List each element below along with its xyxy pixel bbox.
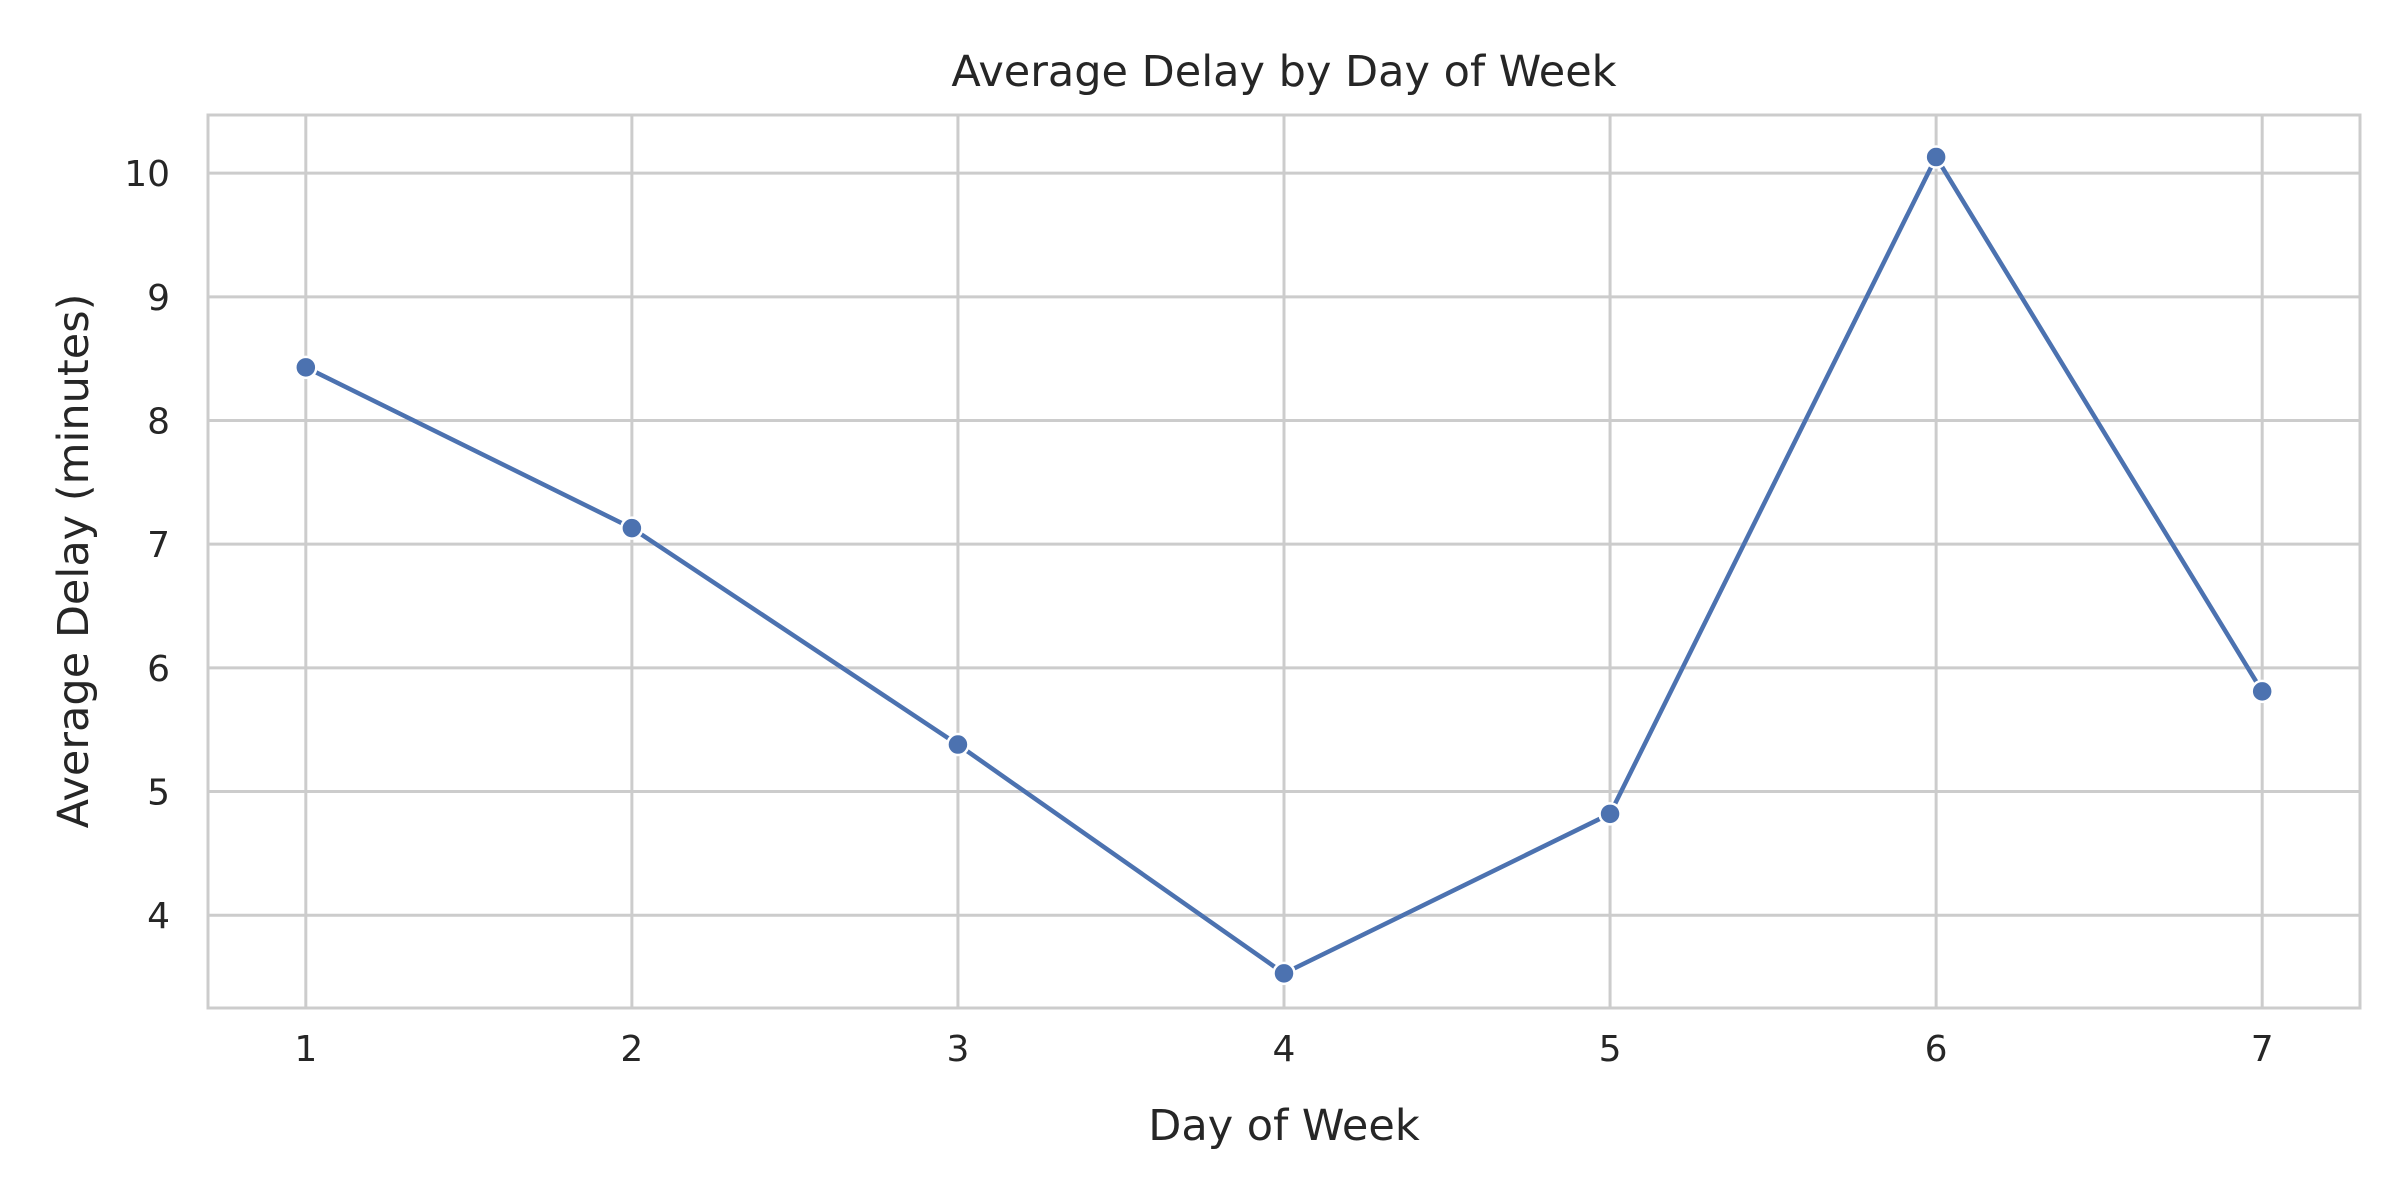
data-point — [294, 355, 318, 380]
grid-lines — [208, 115, 2360, 1008]
x-tick-label: 5 — [1599, 1029, 1622, 1070]
data-point — [1272, 961, 1296, 986]
data-point — [1924, 145, 1948, 169]
x-tick-label: 4 — [1273, 1029, 1296, 1070]
y-tick-label: 7 — [147, 525, 170, 566]
y-tick-label: 5 — [147, 773, 170, 814]
x-tick-label: 7 — [2251, 1029, 2274, 1070]
plot-frame — [206, 113, 2362, 1010]
x-tick-label: 3 — [946, 1029, 969, 1070]
x-tick-label: 6 — [1925, 1029, 1948, 1070]
tick-labels: 1 2 3 4 5 6 7 4 5 6 7 8 9 10 — [124, 154, 2273, 1070]
y-tick-label: 4 — [147, 896, 170, 937]
data-point — [2250, 679, 2274, 704]
data-series — [294, 145, 2274, 986]
data-point — [1598, 802, 1622, 826]
x-tick-label: 2 — [620, 1029, 643, 1070]
chart-title: Average Delay by Day of Week — [951, 47, 1616, 97]
y-tick-label: 10 — [124, 154, 170, 195]
data-point — [946, 732, 970, 757]
data-point — [620, 516, 644, 540]
x-tick-label: 1 — [294, 1029, 317, 1070]
y-axis-title: Average Delay (minutes) — [49, 294, 99, 829]
y-tick-label: 6 — [147, 649, 170, 690]
x-axis-title: Day of Week — [1148, 1101, 1420, 1151]
y-tick-label: 8 — [147, 402, 170, 443]
y-tick-label: 9 — [147, 278, 170, 319]
